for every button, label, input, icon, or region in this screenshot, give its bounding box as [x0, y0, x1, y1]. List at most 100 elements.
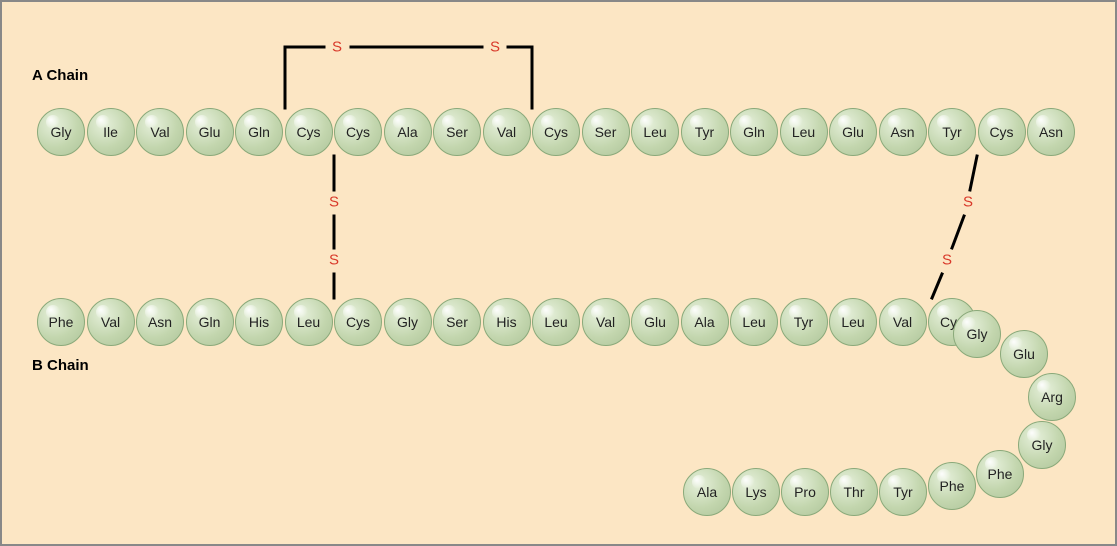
- residue-label: Cys: [544, 124, 568, 140]
- residue-b-28: Lys: [732, 468, 780, 516]
- residue-a-15: Leu: [780, 108, 828, 156]
- residue-a-13: Tyr: [681, 108, 729, 156]
- residue-label: Gln: [248, 124, 270, 140]
- residue-a-6: Cys: [334, 108, 382, 156]
- residue-label: Glu: [842, 124, 864, 140]
- residue-b-11: Val: [582, 298, 630, 346]
- residue-label: Asn: [148, 314, 172, 330]
- residue-b-25: Tyr: [879, 468, 927, 516]
- residue-b-8: Ser: [433, 298, 481, 346]
- diagram-frame: Gly Ile Val Glu Gln Cys Cys Ala Ser Val Cys Ser Leu T…: [0, 0, 1117, 546]
- residue-a-3: Glu: [186, 108, 234, 156]
- residue-label: Ala: [397, 124, 417, 140]
- label-a-chain: A Chain: [32, 67, 88, 84]
- residue-b-1: Val: [87, 298, 135, 346]
- residue-b-20: Glu: [1000, 330, 1048, 378]
- residue-label: Gly: [51, 124, 72, 140]
- residue-label: Phe: [988, 466, 1013, 482]
- residue-label: Ser: [595, 124, 617, 140]
- residue-label: Glu: [644, 314, 666, 330]
- residue-a-11: Ser: [582, 108, 630, 156]
- sulfur-label-2-1: S: [942, 252, 952, 269]
- residue-b-9: His: [483, 298, 531, 346]
- residue-label: Val: [893, 314, 912, 330]
- residue-label: Val: [101, 314, 120, 330]
- sulfur-label-1-1: S: [329, 252, 339, 269]
- residue-label: Gly: [1032, 437, 1053, 453]
- residue-a-14: Gln: [730, 108, 778, 156]
- residue-label: Cys: [346, 314, 370, 330]
- residue-b-10: Leu: [532, 298, 580, 346]
- residue-a-20: Asn: [1027, 108, 1075, 156]
- residue-a-7: Ala: [384, 108, 432, 156]
- residue-label: Asn: [890, 124, 914, 140]
- residue-b-13: Ala: [681, 298, 729, 346]
- residue-b-16: Leu: [829, 298, 877, 346]
- label-b-chain: B Chain: [32, 357, 89, 374]
- residue-label: Tyr: [695, 124, 714, 140]
- residue-b-21: Arg: [1028, 373, 1076, 421]
- residue-label: Tyr: [893, 484, 912, 500]
- residue-a-2: Val: [136, 108, 184, 156]
- residue-label: Val: [150, 124, 169, 140]
- residue-label: Glu: [1013, 346, 1035, 362]
- residue-label: Leu: [742, 314, 765, 330]
- residue-b-22: Gly: [1018, 421, 1066, 469]
- residue-label: Arg: [1041, 389, 1063, 405]
- residue-label: Cys: [296, 124, 320, 140]
- residue-label: Cys: [989, 124, 1013, 140]
- residue-b-4: His: [235, 298, 283, 346]
- residue-b-3: Gln: [186, 298, 234, 346]
- residue-b-27: Pro: [781, 468, 829, 516]
- residue-label: Gly: [967, 326, 988, 342]
- residue-a-12: Leu: [631, 108, 679, 156]
- sulfur-label-2-0: S: [963, 194, 973, 211]
- residue-a-19: Cys: [978, 108, 1026, 156]
- residue-label: Ser: [446, 124, 468, 140]
- residue-label: Cys: [346, 124, 370, 140]
- residue-label: Phe: [940, 478, 965, 494]
- residue-a-16: Glu: [829, 108, 877, 156]
- residue-b-7: Gly: [384, 298, 432, 346]
- residue-label: Leu: [792, 124, 815, 140]
- residue-b-5: Leu: [285, 298, 333, 346]
- residue-label: Gly: [397, 314, 418, 330]
- residue-b-15: Tyr: [780, 298, 828, 346]
- residue-label: Val: [497, 124, 516, 140]
- residue-a-5: Cys: [285, 108, 333, 156]
- residue-b-23: Phe: [976, 450, 1024, 498]
- residue-label: Glu: [199, 124, 221, 140]
- residue-b-29: Ala: [683, 468, 731, 516]
- residue-label: Lys: [745, 484, 766, 500]
- residue-b-19: Gly: [953, 310, 1001, 358]
- residue-b-2: Asn: [136, 298, 184, 346]
- residue-a-10: Cys: [532, 108, 580, 156]
- residue-label: Leu: [297, 314, 320, 330]
- residue-label: Leu: [841, 314, 864, 330]
- residue-label: Tyr: [794, 314, 813, 330]
- residue-a-18: Tyr: [928, 108, 976, 156]
- sulfur-label-0-0: S: [332, 39, 342, 56]
- residue-b-6: Cys: [334, 298, 382, 346]
- residue-label: Ala: [694, 314, 714, 330]
- sulfur-label-0-1: S: [490, 39, 500, 56]
- residue-a-4: Gln: [235, 108, 283, 156]
- residue-label: Leu: [643, 124, 666, 140]
- residue-label: Phe: [49, 314, 74, 330]
- residue-label: Ala: [697, 484, 717, 500]
- residue-b-14: Leu: [730, 298, 778, 346]
- residue-a-8: Ser: [433, 108, 481, 156]
- residue-b-12: Glu: [631, 298, 679, 346]
- residue-a-9: Val: [483, 108, 531, 156]
- residue-a-0: Gly: [37, 108, 85, 156]
- residue-b-17: Val: [879, 298, 927, 346]
- residue-a-17: Asn: [879, 108, 927, 156]
- residue-label: Tyr: [942, 124, 961, 140]
- residue-label: Pro: [794, 484, 816, 500]
- residue-a-1: Ile: [87, 108, 135, 156]
- residue-b-0: Phe: [37, 298, 85, 346]
- residue-label: His: [249, 314, 269, 330]
- residue-label: Ile: [103, 124, 118, 140]
- residue-label: Ser: [446, 314, 468, 330]
- residue-label: Thr: [844, 484, 865, 500]
